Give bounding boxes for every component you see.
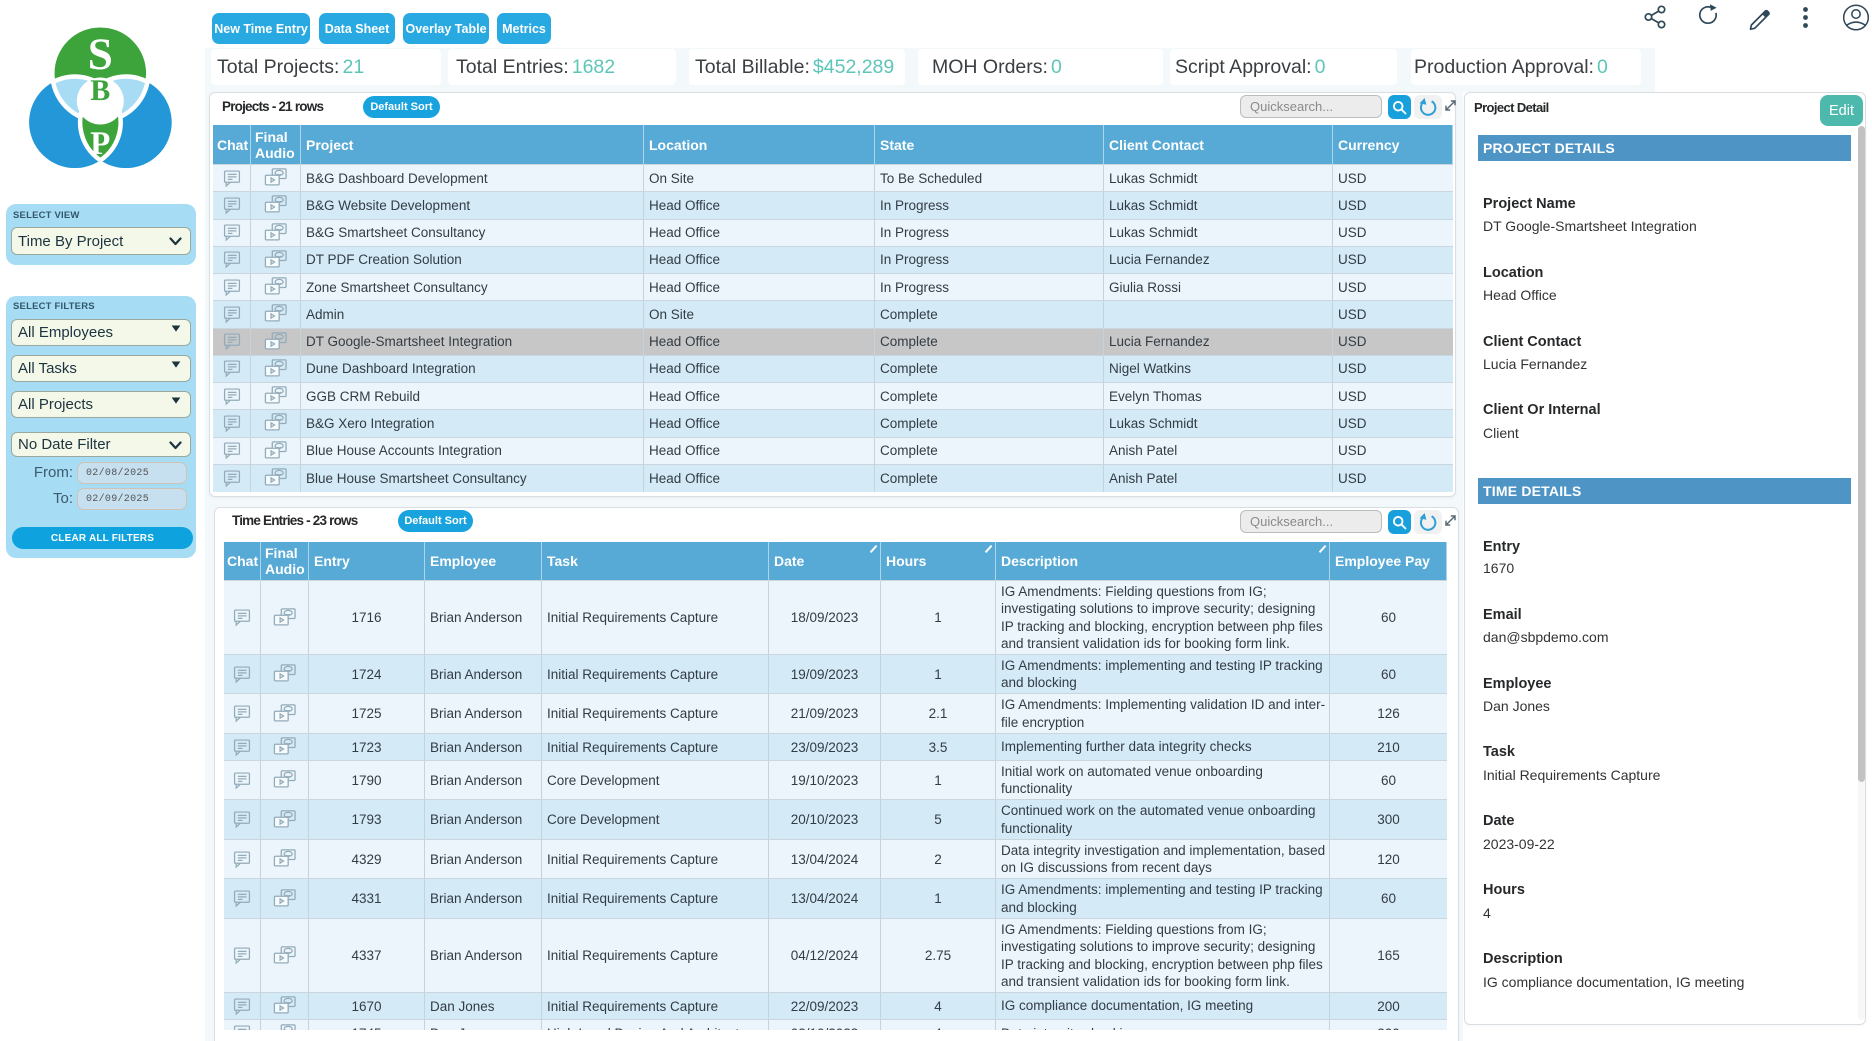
svg-text:B: B — [90, 74, 110, 107]
svg-text:S: S — [88, 29, 113, 79]
svg-text:P: P — [90, 126, 110, 162]
